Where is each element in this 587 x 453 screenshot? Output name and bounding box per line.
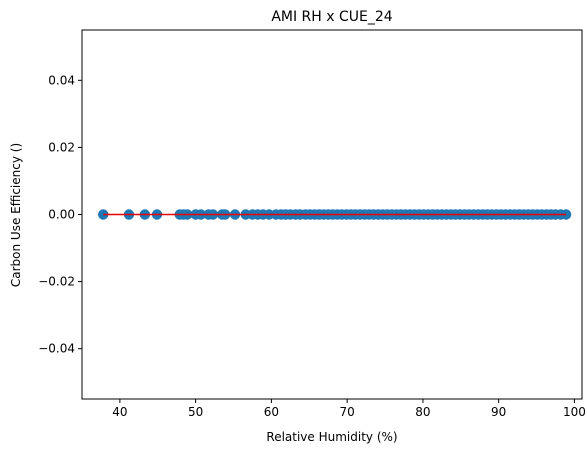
y-tick-label: 0.02 [48, 140, 75, 154]
plot-area: 40 50 60 70 80 90 100 0.04 0.02 0.00 −0.02 −0.04 [38, 29, 586, 419]
x-tick-label: 80 [415, 405, 430, 419]
y-tick-label: 0.04 [48, 73, 75, 87]
x-tick-label: 90 [491, 405, 506, 419]
x-tick-label: 40 [112, 405, 127, 419]
x-axis-label: Relative Humidity (%) [266, 430, 397, 444]
x-tick-label: 70 [340, 405, 355, 419]
y-tick-label: −0.04 [38, 342, 75, 356]
chart-title: AMI RH x CUE_24 [271, 9, 392, 25]
y-tick-label: −0.02 [38, 275, 75, 289]
x-tick-label: 100 [563, 405, 586, 419]
x-tick-label: 60 [264, 405, 279, 419]
x-tick-label: 50 [188, 405, 203, 419]
y-tick-label: 0.00 [48, 208, 75, 222]
y-axis-label: Carbon Use Efficiency () [9, 143, 23, 287]
